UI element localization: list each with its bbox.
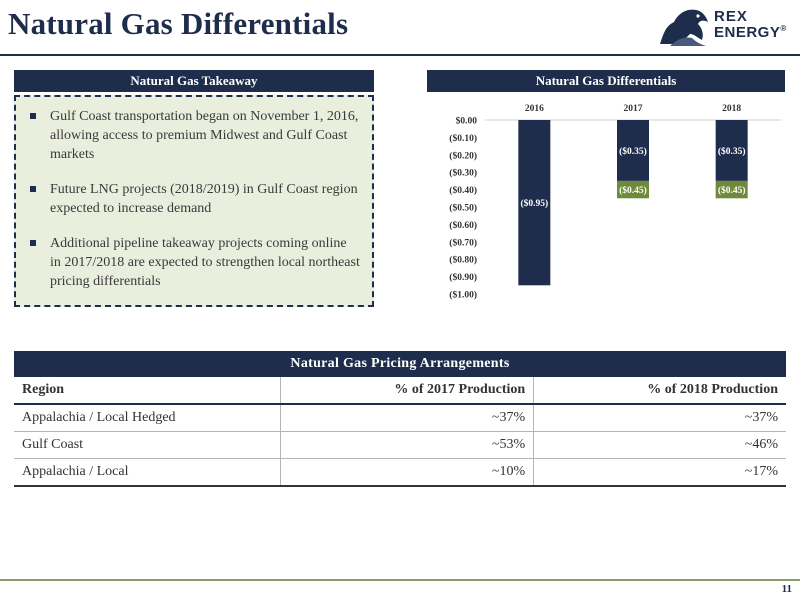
data-label: ($0.95) xyxy=(520,198,548,209)
cell-2018: ~46% xyxy=(533,431,786,459)
bar-segment xyxy=(617,180,649,199)
column-header-region: Region xyxy=(14,377,281,405)
cell-2018: ~17% xyxy=(533,458,786,487)
pricing-table: Region % of 2017 Production % of 2018 Pr… xyxy=(14,377,786,487)
y-tick-label: ($0.70) xyxy=(449,237,477,248)
x-tick-label: 2016 xyxy=(525,104,544,114)
bar-segment xyxy=(518,120,551,286)
pricing-heading: Natural Gas Pricing Arrangements xyxy=(14,351,786,377)
cell-2017: ~37% xyxy=(280,404,535,432)
y-tick-label: ($0.20) xyxy=(449,150,477,161)
cell-2017: ~10% xyxy=(280,458,535,487)
y-tick-label: ($1.00) xyxy=(449,290,477,301)
takeaway-bullet: Future LNG projects (2018/2019) in Gulf … xyxy=(28,180,360,218)
bullet-square-icon xyxy=(30,186,36,192)
y-tick-label: $0.00 xyxy=(456,116,478,127)
cell-2017: ~53% xyxy=(280,431,535,459)
takeaway-heading: Natural Gas Takeaway xyxy=(14,70,374,92)
takeaway-bullet: Additional pipeline takeaway projects co… xyxy=(28,234,360,291)
differentials-heading: Natural Gas Differentials xyxy=(427,70,785,92)
page-number: 11 xyxy=(781,583,792,595)
column-header-2018: % of 2018 Production xyxy=(533,377,786,405)
differentials-chart: $0.00 ($0.10) ($0.20) ($0.30) ($0.40) ($0.50)… xyxy=(449,104,781,301)
page-title: Natural Gas Differentials xyxy=(8,6,349,41)
data-label: ($0.45) xyxy=(619,185,647,196)
table-row: Appalachia / Local Hedged ~37% ~37% xyxy=(14,404,786,432)
y-tick-label: ($0.80) xyxy=(449,255,477,266)
logo-word-energy: ENERGY® xyxy=(714,24,787,41)
x-tick-label: 2017 xyxy=(624,104,643,114)
cell-2018: ~37% xyxy=(533,404,786,432)
y-tick-label: ($0.90) xyxy=(449,272,477,283)
bar-segment xyxy=(617,120,649,181)
bullet-square-icon xyxy=(30,113,36,119)
y-tick-label: ($0.60) xyxy=(449,220,477,231)
y-tick-label: ($0.10) xyxy=(449,133,477,144)
cell-region: Appalachia / Local Hedged xyxy=(14,404,281,432)
table-row: Appalachia / Local ~10% ~17% xyxy=(14,458,786,487)
footer-divider xyxy=(0,579,800,581)
pricing-header-row: Region % of 2017 Production % of 2018 Pr… xyxy=(14,377,786,405)
data-label: ($0.45) xyxy=(718,185,746,196)
data-label: ($0.35) xyxy=(619,146,647,157)
cell-region: Appalachia / Local xyxy=(14,458,281,487)
horse-emblem-icon xyxy=(660,9,708,46)
y-tick-label: ($0.40) xyxy=(449,185,477,196)
bullet-square-icon xyxy=(30,240,36,246)
bar-segment xyxy=(715,120,748,181)
y-tick-label: ($0.30) xyxy=(449,168,477,179)
y-tick-label: ($0.50) xyxy=(449,203,477,214)
bar-segment xyxy=(715,180,748,199)
takeaway-bullet: Gulf Coast transportation began on Novem… xyxy=(28,107,360,164)
company-logo: REX ENERGY® xyxy=(656,4,796,50)
title-divider xyxy=(0,54,800,56)
cell-region: Gulf Coast xyxy=(14,431,281,459)
table-row: Gulf Coast ~53% ~46% xyxy=(14,431,786,459)
column-header-2017: % of 2017 Production xyxy=(280,377,535,405)
takeaway-panel: Gulf Coast transportation began on Novem… xyxy=(14,95,374,307)
x-tick-label: 2018 xyxy=(722,104,741,114)
data-label: ($0.35) xyxy=(718,146,746,157)
logo-word-rex: REX xyxy=(714,8,748,25)
